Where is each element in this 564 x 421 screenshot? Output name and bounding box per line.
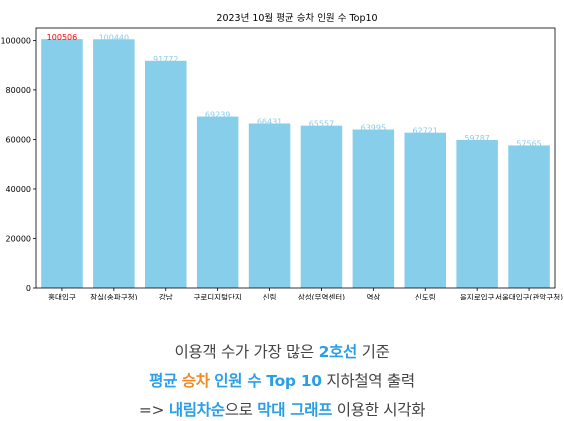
caption-1-pre: 이용객 수가 가장 많은: [174, 343, 319, 361]
x-tick-label: 강남: [159, 292, 173, 300]
caption-1-highlight: 2호선: [318, 343, 358, 361]
x-tick-label: 역삼: [366, 292, 380, 300]
bar-5: [248, 123, 291, 289]
caption-2-hl-count: 인원 수 Top 10: [214, 372, 322, 390]
bar-value-label: 100440: [99, 33, 130, 42]
caption-2-hl-boarding: 승차: [181, 372, 210, 390]
caption-line-2: 평균 승차 인원 수 Top 10 지하철역 출력: [0, 369, 564, 391]
y-tick-label: 100000: [0, 36, 31, 45]
bar-value-label: 65557: [309, 120, 334, 129]
x-tick-label: 신도림: [415, 293, 436, 300]
caption-2-post: 지하철역 출력: [321, 372, 415, 390]
bar-value-label: 63995: [361, 124, 386, 133]
bar-value-label: 57565: [516, 139, 541, 148]
x-tick-label: 홍대입구: [48, 292, 76, 300]
caption-line-1: 이용객 수가 가장 많은 2호선 기준: [0, 340, 564, 362]
y-tick-label: 60000: [6, 135, 31, 144]
bar-9: [456, 139, 498, 288]
bar-chart: 2023년 10월 평균 승차 인원 수 Top10 100506 100440 9…: [0, 12, 563, 300]
caption-2-hl-avg: 평균: [149, 372, 178, 390]
caption-line-3: => 내림차순으로 막대 그래프 이용한 시각화: [0, 398, 564, 420]
x-tick-label: 을지로입구: [460, 293, 495, 300]
x-tick-label: 구로디지털단지: [193, 292, 241, 300]
y-tick-label: 0: [26, 284, 31, 293]
bar-value-label: 91772: [153, 55, 178, 64]
caption-3-pre: =>: [138, 401, 169, 419]
chart-title: 2023년 10월 평균 승차 인원 수 Top10: [216, 12, 377, 24]
caption-1-post: 기준: [357, 343, 390, 361]
bar-1: [41, 39, 83, 289]
bar-4: [196, 116, 239, 288]
y-tick-label: 80000: [6, 86, 31, 95]
caption-3-hl-bar: 막대 그래프: [257, 401, 333, 419]
bar-7: [352, 129, 395, 288]
x-tick-label: 서울대입구(관악구청): [495, 292, 563, 300]
bar-value-label: 59787: [464, 134, 489, 143]
bar-2: [93, 39, 135, 288]
bar-value-label: 69239: [205, 111, 230, 120]
caption-3-hl-desc: 내림차순: [168, 401, 225, 419]
bar-value-label: 62721: [413, 127, 438, 136]
bar-value-label: 66431: [257, 118, 282, 127]
y-tick-label: 20000: [6, 234, 31, 243]
bar-10: [508, 145, 550, 288]
plot-frame: [35, 27, 556, 289]
bar-8: [404, 132, 447, 288]
bar-value-label: 100506: [47, 33, 78, 42]
x-tick-label: 삼성(무역센터): [298, 292, 345, 300]
bar-3: [144, 60, 187, 288]
caption-3-mid: 으로: [224, 401, 258, 419]
y-tick-label: 40000: [6, 185, 31, 194]
caption-3-post: 이용한 시각화: [332, 401, 426, 419]
x-tick-label: 잠실(송파구청): [90, 292, 137, 300]
x-tick-label: 신림: [263, 293, 277, 300]
bar-6: [300, 125, 343, 288]
